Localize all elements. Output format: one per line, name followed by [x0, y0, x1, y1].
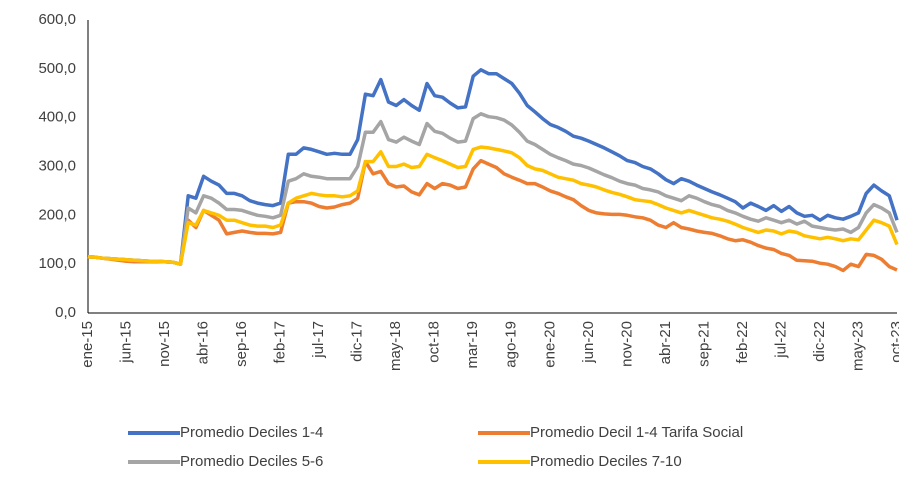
x-tick-label: nov-15 [156, 321, 173, 367]
line-series [87, 158, 898, 273]
x-tick-label: oct-23 [888, 321, 899, 363]
legend-label: Promedio Decil 1-4 Tarifa Social [530, 424, 743, 441]
line-series [87, 145, 899, 266]
legend-label: Promedio Deciles 1-4 [180, 424, 323, 441]
line-series [87, 68, 899, 266]
y-tick-label: 400,0 [38, 109, 76, 126]
x-tick-label: dic-17 [349, 321, 366, 362]
x-tick-label: mar-19 [464, 321, 481, 369]
y-tick-label: 0,0 [55, 304, 76, 321]
x-tick-label: jul-17 [310, 321, 327, 359]
x-tick-label: abr-16 [195, 321, 212, 364]
x-tick-label: oct-18 [426, 321, 443, 363]
x-tick-label: sep-16 [233, 321, 250, 367]
x-tick-label: jun-15 [117, 321, 134, 364]
x-tick-label: abr-21 [657, 321, 674, 364]
y-tick-label: 500,0 [38, 60, 76, 77]
y-tick-label: 300,0 [38, 157, 76, 174]
x-tick-label: may-23 [849, 321, 866, 371]
y-tick-label: 600,0 [38, 11, 76, 28]
x-tick-label: ene-20 [541, 321, 558, 368]
x-tick-label: feb-22 [734, 321, 751, 364]
x-tick-label: ene-15 [79, 321, 96, 368]
legend-label: Promedio Deciles 7-10 [530, 453, 682, 470]
x-tick-label: sep-21 [695, 321, 712, 367]
line-series [87, 112, 899, 266]
y-tick-label: 100,0 [38, 255, 76, 272]
x-tick-label: jun-20 [580, 321, 597, 364]
x-tick-label: ago-19 [503, 321, 520, 368]
x-tick-label: feb-17 [272, 321, 289, 364]
x-tick-label: may-18 [387, 321, 404, 371]
x-tick-label: nov-20 [618, 321, 635, 367]
y-tick-label: 200,0 [38, 206, 76, 223]
x-tick-label: dic-22 [811, 321, 828, 362]
legend-label: Promedio Deciles 5-6 [180, 453, 323, 470]
x-tick-label: jul-22 [772, 321, 789, 359]
